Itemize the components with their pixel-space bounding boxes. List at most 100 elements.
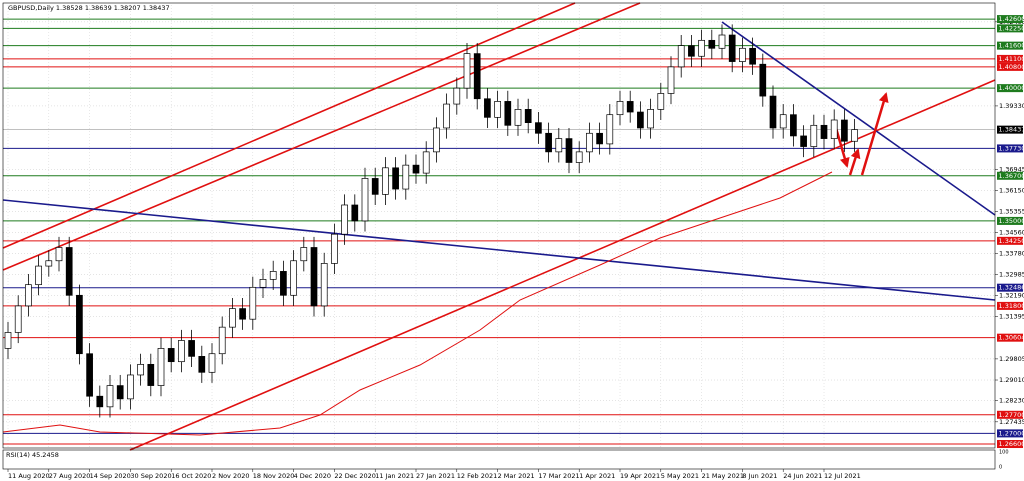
- x-tick-label: 27 Aug 2020: [49, 472, 91, 480]
- candle-body: [524, 109, 532, 124]
- candle-body: [545, 132, 552, 153]
- candle-body: [637, 111, 644, 129]
- candle-body: [331, 233, 338, 264]
- candle-body: [779, 114, 787, 129]
- level-box: [997, 84, 1023, 93]
- x-tick-label: 30 Sep 2020: [130, 472, 171, 480]
- candle-body: [667, 66, 675, 94]
- level-box: [997, 54, 1023, 63]
- x-tick-label: 2 Mar 2021: [498, 472, 535, 480]
- level-label: 1.37730: [999, 144, 1024, 152]
- candle-body: [494, 101, 501, 118]
- x-tick-label: 4 Dec 2020: [294, 472, 331, 480]
- candle-body: [351, 204, 359, 222]
- x-tick-label: 5 May 2021: [661, 472, 699, 480]
- candle-body: [382, 167, 389, 195]
- candle-body: [96, 395, 104, 408]
- candle-body: [626, 101, 634, 113]
- candle-body: [208, 353, 216, 373]
- channel-line: [2, 2, 576, 249]
- candle-body: [178, 340, 185, 363]
- candle-body: [310, 247, 318, 307]
- y-tick-label: 1.29805: [999, 355, 1024, 363]
- x-tick-label: 8 Jun 2021: [742, 472, 777, 480]
- level-label: 1.35000: [999, 217, 1024, 225]
- chart-title: GBPUSD,Daily 1.38528 1.38639 1.38207 1.3…: [8, 4, 170, 12]
- candle-body: [565, 138, 573, 163]
- x-tick-label: 12 Jul 2021: [824, 472, 861, 480]
- candle-body: [116, 385, 124, 400]
- candle-body: [35, 265, 42, 286]
- level-box: [997, 236, 1023, 245]
- y-tick-label: 1.33780: [999, 249, 1024, 257]
- level-label: 1.41100: [999, 55, 1024, 63]
- level-label: 1.42250: [999, 24, 1024, 32]
- candle-body: [341, 204, 348, 235]
- level-box: [997, 15, 1023, 24]
- candle-body: [596, 132, 603, 145]
- candle-body: [463, 53, 471, 89]
- level-label: 1.38437: [999, 126, 1024, 134]
- level-box: [997, 283, 1023, 292]
- indicator-tick-label: 0: [999, 465, 1002, 471]
- axes: 1.424951.393301.369451.361501.353551.345…: [7, 15, 1024, 480]
- candle-body: [412, 164, 420, 174]
- candle-body: [555, 138, 563, 153]
- candle-body: [484, 98, 491, 118]
- candle-body: [269, 271, 277, 280]
- level-label: 1.40800: [999, 63, 1024, 71]
- candle-body: [137, 363, 144, 376]
- moving-average: [2, 171, 833, 436]
- candle-body: [433, 127, 440, 153]
- channel-line: [2, 2, 641, 271]
- candle-body: [106, 385, 114, 408]
- candle-body: [514, 109, 522, 126]
- level-label: 1.34250: [999, 237, 1024, 245]
- x-tick-label: 11 Jan 2021: [375, 472, 414, 480]
- candle-body: [55, 247, 63, 262]
- candle-body: [290, 260, 297, 296]
- candle-body: [4, 332, 12, 349]
- candle-body: [422, 151, 430, 174]
- candle-body: [25, 284, 32, 307]
- levels: [3, 18, 995, 445]
- candle-body: [259, 279, 267, 288]
- candle-body: [718, 34, 726, 49]
- candles: [4, 24, 858, 418]
- candle-body: [392, 167, 399, 190]
- candle-body: [45, 260, 53, 267]
- trend-line: [129, 79, 996, 451]
- y-tick-label: 1.31395: [999, 313, 1024, 321]
- indicator-tick-label: 100: [999, 450, 1009, 456]
- candle-body: [535, 122, 542, 134]
- y-tick-label: 1.34560: [999, 229, 1024, 237]
- candle-body: [371, 178, 379, 195]
- level-box: [997, 171, 1023, 180]
- level-label: 1.42600: [999, 15, 1024, 23]
- candle-body: [749, 47, 756, 65]
- candle-body: [586, 132, 593, 153]
- candle-body: [657, 93, 665, 110]
- x-tick-label: 22 Dec 2020: [334, 472, 376, 480]
- candle-body: [851, 129, 858, 142]
- candle-body: [800, 135, 807, 147]
- level-box: [997, 216, 1023, 225]
- candle-body: [759, 63, 767, 97]
- plot-frame: [2, 2, 996, 449]
- level-box: [997, 125, 1023, 134]
- candle-body: [147, 363, 155, 386]
- candle-body: [810, 124, 818, 147]
- level-box: [997, 440, 1023, 449]
- indicator-label: RSI(14) 45.2458: [6, 451, 59, 459]
- candle-body: [647, 109, 654, 129]
- candle-body: [198, 356, 206, 373]
- candle-body: [239, 308, 246, 320]
- x-tick-label: 1 Apr 2021: [579, 472, 615, 480]
- candle-body: [86, 353, 93, 397]
- x-tick-label: 24 Jun 2021: [783, 472, 822, 480]
- candle-body: [820, 124, 828, 139]
- level-label: 1.32486: [999, 284, 1024, 292]
- drawings: [2, 2, 996, 451]
- x-tick-label: 19 Apr 2021: [620, 472, 660, 480]
